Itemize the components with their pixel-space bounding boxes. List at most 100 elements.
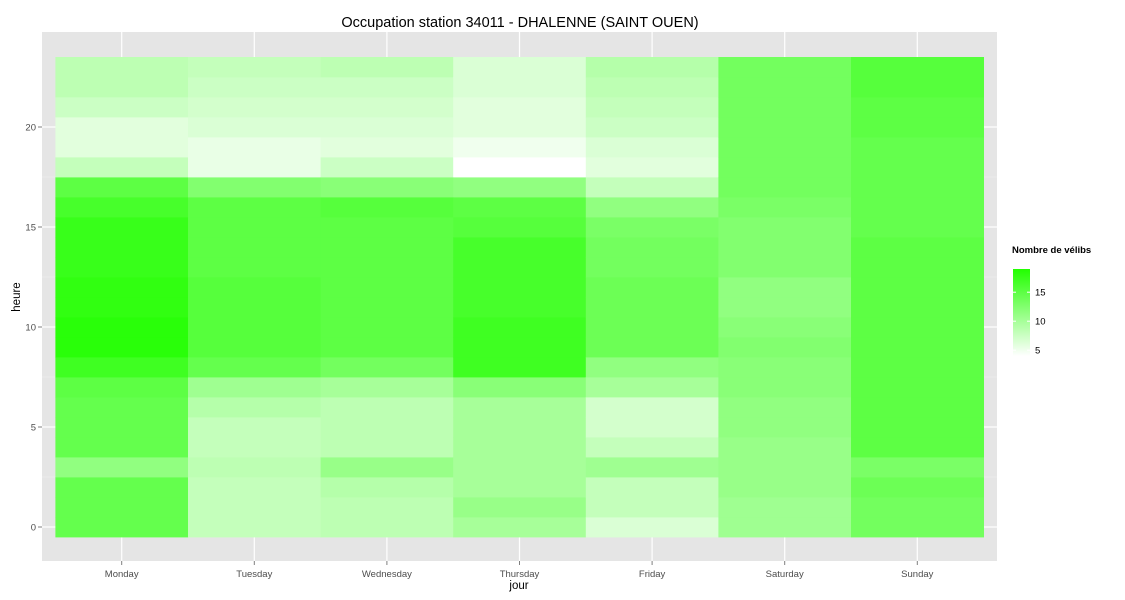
heatmap-cell xyxy=(718,77,852,98)
heatmap-cell xyxy=(188,257,321,278)
heatmap-cell xyxy=(718,497,852,518)
heatmap-cell xyxy=(718,397,852,418)
heatmap-cell xyxy=(453,297,587,318)
heatmap-cell xyxy=(320,217,454,238)
heatmap-cell xyxy=(453,397,587,418)
x-tick-label: Friday xyxy=(639,569,666,580)
heatmap-cell xyxy=(718,257,852,278)
heatmap-cell xyxy=(718,57,852,78)
heatmap-cell xyxy=(585,217,719,238)
heatmap-cell xyxy=(55,317,189,338)
heatmap-cell xyxy=(188,177,321,198)
legend-tick-label: 5 xyxy=(1035,346,1040,356)
heatmap-cell xyxy=(188,197,321,218)
heatmap-cell xyxy=(585,197,719,218)
heatmap-cell xyxy=(320,497,454,518)
heatmap-cell xyxy=(718,177,852,198)
heatmap-cell xyxy=(585,237,719,258)
heatmap-cell xyxy=(585,177,719,198)
heatmap-cell xyxy=(55,277,189,298)
heatmap-cell xyxy=(453,77,587,98)
heatmap-cell xyxy=(718,97,852,118)
heatmap-cell xyxy=(585,137,719,158)
heatmap-cell xyxy=(55,477,189,498)
heatmap-cell xyxy=(453,277,587,298)
heatmap-cell xyxy=(851,417,984,438)
legend-tick-label: 15 xyxy=(1035,288,1046,299)
heatmap-cell xyxy=(453,117,587,138)
heatmap-cell xyxy=(320,457,454,478)
heatmap-cell xyxy=(585,437,719,458)
heatmap-cell xyxy=(718,157,852,178)
heatmap-cell xyxy=(851,117,984,138)
heatmap-cell xyxy=(320,417,454,438)
x-axis-title: jour xyxy=(508,580,528,592)
heatmap-cell xyxy=(851,317,984,338)
heatmap-cell xyxy=(320,397,454,418)
heatmap-cell xyxy=(320,437,454,458)
heatmap-cell xyxy=(188,437,321,458)
x-tick-label: Monday xyxy=(105,569,139,580)
y-tick-label: 15 xyxy=(25,223,36,234)
x-tick-label: Thursday xyxy=(500,569,540,580)
heatmap-cell xyxy=(55,57,189,78)
heatmap-cell xyxy=(585,97,719,118)
heatmap-cell xyxy=(55,177,189,198)
heatmap-cell xyxy=(188,457,321,478)
heatmap-cell xyxy=(585,377,719,398)
heatmap-cell xyxy=(453,497,587,518)
heatmap-cell xyxy=(188,297,321,318)
heatmap-cell xyxy=(320,357,454,378)
heatmap-cell xyxy=(851,457,984,478)
heatmap-cell xyxy=(453,477,587,498)
legend-colorbar: 5 10 15 xyxy=(1013,269,1046,357)
heatmap-cell xyxy=(585,277,719,298)
heatmap-cell xyxy=(55,457,189,478)
heatmap-cell xyxy=(55,357,189,378)
heatmap-cell xyxy=(188,237,321,258)
heatmap-cell xyxy=(851,517,984,538)
heatmap-cell xyxy=(188,477,321,498)
heatmap-cell xyxy=(55,377,189,398)
heatmap-cell xyxy=(188,377,321,398)
heatmap-cell xyxy=(851,397,984,418)
heatmap-cell xyxy=(55,337,189,358)
heatmap-cell xyxy=(851,157,984,178)
heatmap-cell xyxy=(453,57,587,78)
heatmap-cell xyxy=(188,497,321,518)
heatmap-cell xyxy=(188,277,321,298)
heatmap-cell xyxy=(453,417,587,438)
heatmap-cell xyxy=(320,57,454,78)
heatmap-cell xyxy=(453,337,587,358)
heatmap-cell xyxy=(453,257,587,278)
heatmap-cell xyxy=(55,497,189,518)
x-tick-label: Sunday xyxy=(901,569,933,580)
heatmap-cell xyxy=(585,337,719,358)
heatmap-cell xyxy=(55,157,189,178)
heatmap-cell xyxy=(320,257,454,278)
heatmap-cell xyxy=(718,117,852,138)
heatmap-cell xyxy=(718,237,852,258)
legend-title: Nombre de vélibs xyxy=(1012,245,1092,256)
heatmap-cell xyxy=(320,317,454,338)
heatmap-cell xyxy=(55,77,189,98)
x-tick-label: Tuesday xyxy=(236,569,272,580)
chart-title: Occupation station 34011 - DHALENNE (SAI… xyxy=(341,15,699,31)
legend-gradient xyxy=(1013,269,1030,356)
heatmap-cell xyxy=(188,157,321,178)
heatmap-cell xyxy=(718,457,852,478)
heatmap-cell xyxy=(851,477,984,498)
x-tick-label: Saturday xyxy=(766,569,804,580)
heatmap-cell xyxy=(453,197,587,218)
heatmap-cell xyxy=(718,197,852,218)
heatmap-cell xyxy=(188,57,321,78)
heatmap-cell xyxy=(55,397,189,418)
heatmap-cell xyxy=(188,417,321,438)
heatmap-cell xyxy=(188,317,321,338)
heatmap-cell xyxy=(851,97,984,118)
heatmap-cell xyxy=(453,377,587,398)
heatmap-cell xyxy=(718,297,852,318)
heatmap-cell xyxy=(851,77,984,98)
heatmap-cell xyxy=(718,217,852,238)
